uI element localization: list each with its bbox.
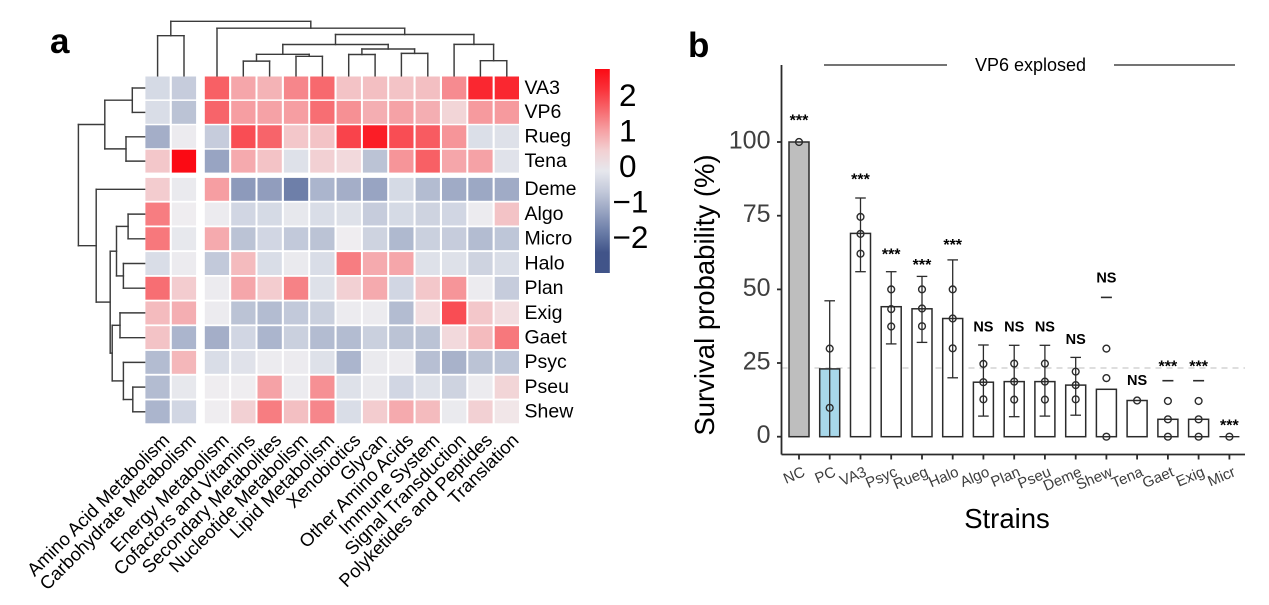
svg-text:Survival probability (%): Survival probability (%) <box>689 154 720 435</box>
svg-text:Plan: Plan <box>525 277 564 299</box>
svg-text:***: *** <box>913 257 932 274</box>
svg-text:−2: −2 <box>613 219 649 255</box>
svg-text:NS: NS <box>1066 332 1086 348</box>
svg-text:Gaet: Gaet <box>525 327 568 349</box>
svg-text:25: 25 <box>743 348 771 376</box>
svg-text:2: 2 <box>619 77 637 113</box>
svg-text:Strains: Strains <box>964 503 1050 534</box>
svg-text:NS: NS <box>1127 373 1147 389</box>
svg-text:Halo: Halo <box>525 252 565 274</box>
svg-text:0: 0 <box>619 148 637 184</box>
svg-text:1: 1 <box>619 113 637 149</box>
svg-text:***: *** <box>1189 359 1208 376</box>
svg-text:Deme: Deme <box>525 178 577 200</box>
svg-text:Psyc: Psyc <box>525 351 568 373</box>
svg-text:NS: NS <box>1096 270 1116 286</box>
svg-text:***: *** <box>1220 417 1239 434</box>
svg-text:b: b <box>688 26 709 65</box>
svg-text:100: 100 <box>729 127 771 155</box>
svg-text:Shew: Shew <box>525 401 575 423</box>
svg-text:Exig: Exig <box>525 302 563 324</box>
svg-text:NS: NS <box>1035 319 1055 335</box>
svg-text:VP6: VP6 <box>525 101 562 123</box>
svg-text:VP6 explosed: VP6 explosed <box>975 55 1086 75</box>
svg-text:***: *** <box>943 237 962 254</box>
svg-text:a: a <box>50 22 70 61</box>
svg-text:***: *** <box>790 112 809 129</box>
svg-text:−1: −1 <box>613 184 649 220</box>
svg-text:PC: PC <box>812 463 838 487</box>
svg-text:50: 50 <box>743 274 771 302</box>
svg-text:Tena: Tena <box>525 150 567 172</box>
svg-text:***: *** <box>882 246 901 263</box>
svg-text:Algo: Algo <box>525 203 564 225</box>
svg-text:75: 75 <box>743 200 771 228</box>
svg-text:NS: NS <box>1004 319 1024 335</box>
svg-text:***: *** <box>851 171 870 188</box>
svg-text:Micro: Micro <box>525 228 573 250</box>
svg-text:NS: NS <box>973 319 993 335</box>
svg-text:Rueg: Rueg <box>525 126 572 148</box>
svg-text:0: 0 <box>757 421 771 449</box>
svg-text:***: *** <box>1159 359 1178 376</box>
svg-text:Pseu: Pseu <box>525 376 569 398</box>
svg-text:VA3: VA3 <box>525 77 560 99</box>
